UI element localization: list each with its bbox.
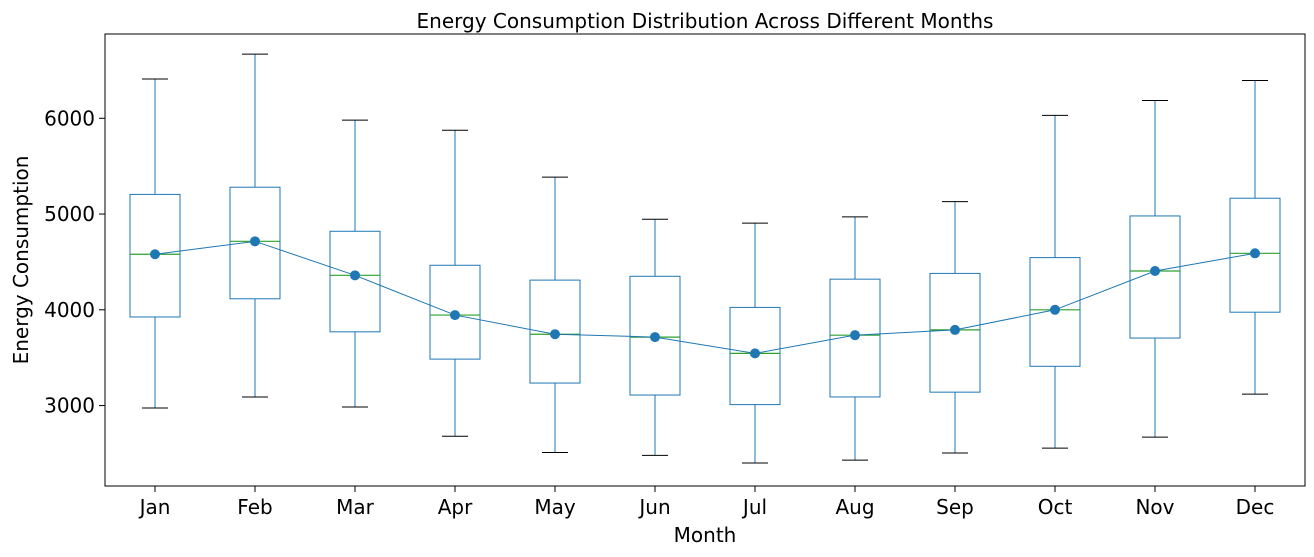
plot-area — [129, 53, 1281, 464]
x-axis-label: Month — [674, 523, 737, 547]
box-sep — [929, 201, 981, 454]
iqr-box — [129, 193, 181, 318]
y-tick-label: 4000 — [44, 298, 95, 322]
box-aug — [829, 216, 881, 461]
iqr-box — [529, 279, 581, 384]
x-tick-label: Sep — [936, 495, 974, 519]
mean-marker — [1150, 266, 1160, 277]
iqr-box — [329, 230, 381, 333]
y-axis: 3000 4000 5000 6000 — [44, 106, 105, 418]
mean-marker — [150, 249, 160, 260]
x-tick-label: Mar — [336, 495, 375, 519]
box-oct — [1029, 114, 1081, 449]
x-tick-label: Jul — [741, 495, 767, 519]
x-tick-label: Jun — [637, 495, 670, 519]
iqr-box — [929, 272, 981, 393]
box-jun — [629, 218, 681, 456]
x-tick-label: Feb — [237, 495, 272, 519]
y-axis-label: Energy Consumption — [9, 156, 33, 365]
mean-trend-line — [154, 240, 1256, 354]
box-jul — [729, 222, 781, 464]
x-tick-label: Jan — [138, 495, 171, 519]
mean-marker — [1050, 304, 1060, 315]
y-tick-label: 5000 — [44, 202, 95, 226]
y-tick-label: 3000 — [44, 394, 95, 418]
mean-marker — [550, 329, 560, 340]
x-tick-label: Nov — [1135, 495, 1174, 519]
mean-marker — [450, 310, 460, 321]
iqr-box — [1129, 215, 1181, 339]
box-mar — [329, 119, 381, 408]
iqr-box — [429, 264, 481, 360]
x-tick-label: Aug — [835, 495, 874, 519]
iqr-box — [829, 278, 881, 398]
x-tick-label: Oct — [1038, 495, 1073, 519]
box-feb — [229, 53, 281, 398]
x-tick-label: Apr — [438, 495, 473, 519]
box-may — [529, 176, 581, 453]
chart-title: Energy Consumption Distribution Across D… — [417, 9, 994, 33]
mean-marker — [1250, 248, 1260, 259]
iqr-box — [1229, 197, 1281, 313]
iqr-box — [229, 186, 281, 300]
mean-marker — [350, 270, 360, 281]
mean-marker — [750, 348, 760, 359]
iqr-box — [1029, 257, 1081, 367]
axes-frame — [104, 33, 1306, 487]
x-tick-label: May — [534, 495, 576, 519]
box-nov — [1129, 100, 1181, 438]
mean-marker — [250, 236, 260, 247]
mean-marker — [850, 330, 860, 341]
mean-marker — [650, 332, 660, 343]
iqr-box — [629, 275, 681, 396]
box-jan — [129, 78, 181, 409]
x-axis: Jan Feb Mar Apr May Jun Jul Aug Sep Oct Nov Dec — [138, 486, 1275, 519]
iqr-box — [729, 306, 781, 406]
mean-marker — [950, 324, 960, 335]
box-dec — [1229, 79, 1281, 395]
box-apr — [429, 129, 481, 437]
x-tick-label: Dec — [1236, 495, 1275, 519]
y-tick-label: 6000 — [44, 106, 95, 130]
